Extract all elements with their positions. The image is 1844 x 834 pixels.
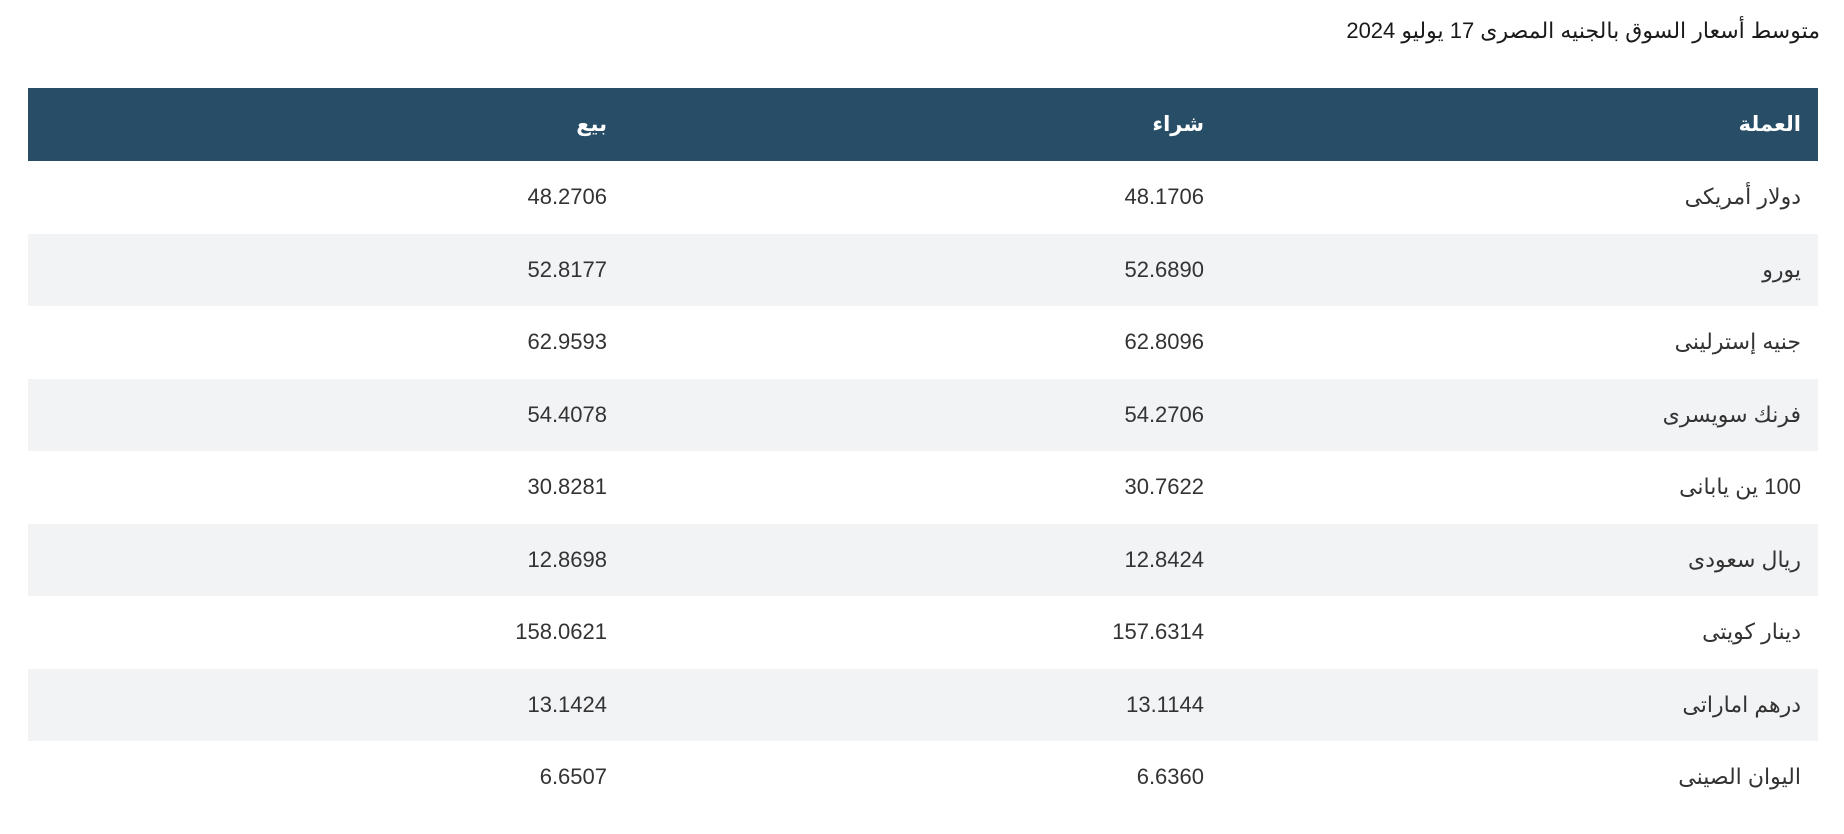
table-row: دولار أمريكى 48.1706 48.2706 bbox=[28, 161, 1818, 234]
currency-cell: اليوان الصينى bbox=[1678, 764, 1801, 790]
buy-cell: 54.2706 bbox=[1124, 401, 1204, 427]
currency-cell: 100 ين يابانى bbox=[1679, 474, 1801, 500]
currency-cell: درهم اماراتى bbox=[1682, 691, 1801, 717]
currency-cell: دينار كويتى bbox=[1702, 619, 1801, 645]
currency-cell: يورو bbox=[1762, 256, 1801, 282]
currency-cell: ريال سعودى bbox=[1688, 546, 1801, 572]
sell-cell: 158.0621 bbox=[515, 619, 607, 645]
sell-cell: 52.8177 bbox=[527, 256, 607, 282]
page-title: متوسط أسعار السوق بالجنيه المصرى 17 يولي… bbox=[1346, 18, 1820, 43]
table-row: فرنك سويسرى 54.2706 54.4078 bbox=[28, 378, 1818, 451]
table-row: اليوان الصينى 6.6360 6.6507 bbox=[28, 741, 1818, 814]
buy-cell: 48.1706 bbox=[1124, 184, 1204, 210]
sell-cell: 13.1424 bbox=[527, 691, 607, 717]
sell-cell: 6.6507 bbox=[539, 764, 607, 790]
buy-cell: 30.7622 bbox=[1124, 474, 1204, 500]
currency-cell: فرنك سويسرى bbox=[1662, 401, 1801, 427]
sell-cell: 54.4078 bbox=[527, 401, 607, 427]
table-row: ريال سعودى 12.8424 12.8698 bbox=[28, 523, 1818, 596]
buy-cell: 6.6360 bbox=[1136, 764, 1204, 790]
header-buy: شراء bbox=[1152, 113, 1204, 136]
header-sell: بيع bbox=[576, 113, 607, 136]
currency-cell: جنيه إسترلينى bbox=[1674, 329, 1801, 355]
buy-cell: 12.8424 bbox=[1124, 546, 1204, 572]
buy-cell: 13.1144 bbox=[1126, 691, 1204, 717]
table-row: درهم اماراتى 13.1144 13.1424 bbox=[28, 668, 1818, 741]
exchange-rate-table: العملة شراء بيع دولار أمريكى 48.1706 48.… bbox=[28, 88, 1818, 814]
table-header-row: العملة شراء بيع bbox=[28, 88, 1818, 161]
buy-cell: 52.6890 bbox=[1124, 256, 1204, 282]
buy-cell: 157.6314 bbox=[1112, 619, 1204, 645]
table-row: 100 ين يابانى 30.7622 30.8281 bbox=[28, 451, 1818, 524]
sell-cell: 62.9593 bbox=[527, 329, 607, 355]
sell-cell: 48.2706 bbox=[527, 184, 607, 210]
header-currency: العملة bbox=[1738, 113, 1801, 136]
table-row: دينار كويتى 157.6314 158.0621 bbox=[28, 596, 1818, 669]
table-row: يورو 52.6890 52.8177 bbox=[28, 233, 1818, 306]
currency-cell: دولار أمريكى bbox=[1684, 184, 1801, 210]
sell-cell: 12.8698 bbox=[527, 546, 607, 572]
sell-cell: 30.8281 bbox=[527, 474, 607, 500]
table-row: جنيه إسترلينى 62.8096 62.9593 bbox=[28, 306, 1818, 379]
buy-cell: 62.8096 bbox=[1124, 329, 1204, 355]
